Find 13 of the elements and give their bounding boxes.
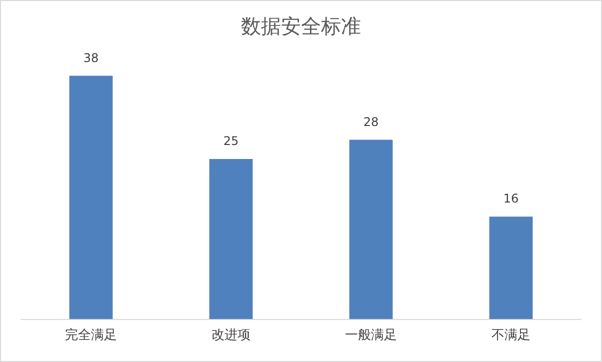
x-tick-label: 完全满足: [65, 327, 117, 343]
bar: [489, 216, 533, 319]
bar: [69, 76, 113, 319]
x-tick-label: 不满足: [492, 328, 530, 343]
bar: [349, 140, 393, 319]
x-tick-label: 改进项: [212, 328, 250, 343]
data-label: 25: [223, 134, 239, 148]
chart-title: 数据安全标准: [241, 14, 361, 38]
x-tick-label: 一般满足: [345, 328, 397, 343]
bar: [209, 159, 253, 319]
data-label: 16: [503, 192, 519, 206]
data-label: 38: [83, 50, 99, 65]
data-label: 28: [363, 114, 379, 129]
